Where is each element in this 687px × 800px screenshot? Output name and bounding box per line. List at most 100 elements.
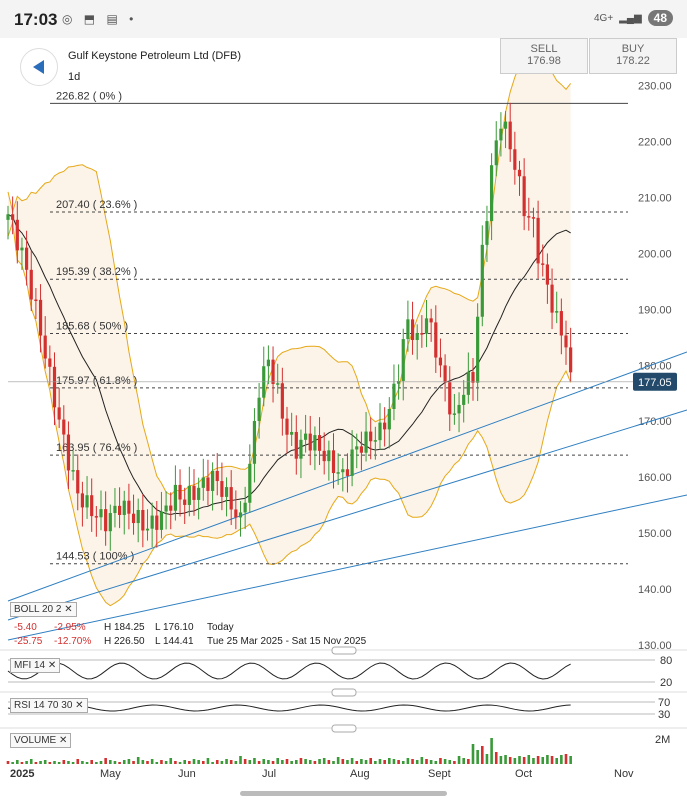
candle-body	[159, 511, 164, 530]
x-tick-label: Oct	[515, 768, 532, 780]
volume-bar	[462, 758, 465, 764]
close-icon[interactable]: ✕	[59, 735, 68, 746]
candle-body	[243, 502, 247, 513]
candle-body	[331, 450, 336, 474]
candle	[304, 414, 308, 453]
rsi-indicator-tag[interactable]: RSI 14 70 30 ✕	[10, 698, 88, 713]
volume-bar	[527, 755, 531, 764]
candle	[131, 494, 136, 535]
boll-name: BOLL	[14, 604, 40, 615]
candle	[327, 440, 331, 481]
candle	[438, 338, 443, 378]
volume-bar	[383, 760, 386, 764]
volume-bar	[141, 760, 145, 764]
volume-bar	[48, 762, 52, 764]
candle	[127, 483, 131, 530]
volume-bar	[57, 762, 61, 764]
volume-bar	[508, 757, 512, 764]
high-value: H 184.25	[104, 622, 145, 633]
candle	[150, 502, 154, 548]
volume-bar	[374, 761, 377, 764]
volume-bar	[20, 762, 24, 764]
candle-body	[527, 216, 531, 218]
candle	[392, 364, 396, 421]
volume-bar	[378, 759, 382, 764]
candle	[545, 253, 549, 304]
y-tick-label: 130.00	[638, 640, 672, 652]
boll-band-fill	[8, 49, 571, 606]
volume-bar	[467, 759, 470, 764]
candle	[336, 453, 340, 485]
candle	[285, 406, 289, 454]
candle	[383, 407, 387, 447]
close-icon[interactable]: ✕	[75, 700, 84, 711]
candle-body	[211, 470, 215, 491]
status-bar: 17:03 ◎ ⬒ ▤ • 4G+ ▂▄▆ 48	[0, 0, 687, 38]
volume-bar	[369, 758, 372, 764]
volume-bar	[406, 758, 410, 764]
candle	[238, 501, 243, 537]
low2-value: L 144.41	[155, 636, 194, 647]
candle-body	[373, 440, 377, 442]
boll-indicator-tag[interactable]: BOLL 20 2 ✕	[10, 602, 77, 617]
x-tick-label: Nov	[614, 768, 634, 780]
candle-body	[559, 311, 563, 336]
candle	[341, 458, 345, 492]
volume-bar	[541, 757, 545, 764]
x-tick-label: May	[100, 768, 121, 780]
volume-bar	[360, 759, 363, 764]
x-tick-label: Jul	[262, 768, 276, 780]
candle-body	[183, 499, 187, 505]
volume-bar	[425, 759, 428, 764]
candle	[480, 225, 484, 327]
volume-bar	[16, 760, 19, 764]
volume-bar	[104, 758, 107, 764]
back-arrow-icon	[33, 60, 44, 74]
timeframe-label[interactable]: 1d	[68, 71, 81, 83]
candle-body	[345, 469, 350, 476]
back-button[interactable]	[20, 48, 58, 86]
home-indicator[interactable]	[240, 791, 447, 796]
volume-bar	[81, 761, 84, 764]
candle	[271, 346, 275, 403]
candle	[257, 383, 261, 439]
candle	[118, 487, 122, 529]
candle-body	[48, 358, 52, 367]
volume-bar	[448, 760, 452, 764]
candle-body	[155, 515, 159, 530]
volume-bar	[411, 759, 414, 764]
candle	[266, 345, 270, 385]
candle-body	[280, 383, 284, 419]
volume-bar	[299, 758, 303, 764]
pane-resize-handle	[331, 646, 357, 655]
candle-body	[104, 509, 108, 532]
candle	[155, 501, 159, 548]
candle-body	[220, 481, 224, 497]
candle-body	[257, 397, 261, 421]
candle	[243, 486, 247, 530]
volume-bar	[174, 761, 177, 764]
close-icon[interactable]: ✕	[64, 604, 73, 615]
candle-body	[90, 495, 94, 517]
candle-body	[355, 446, 359, 450]
sell-label: SELL	[530, 43, 558, 55]
candle	[457, 392, 461, 433]
candle-body	[178, 484, 182, 500]
volume-bar	[257, 761, 261, 764]
buy-button[interactable]: BUY 178.22	[589, 38, 677, 74]
close-icon[interactable]: ✕	[47, 660, 57, 671]
candle	[11, 196, 15, 235]
candle-body	[113, 505, 117, 514]
candle-body	[6, 214, 10, 220]
volume-indicator-tag[interactable]: VOLUME ✕	[10, 733, 72, 748]
sell-button[interactable]: SELL 176.98	[500, 38, 588, 74]
current-price-value: 177.05	[638, 377, 672, 389]
candle	[6, 205, 10, 240]
candle	[541, 244, 545, 277]
candle-body	[494, 140, 498, 166]
volume-bar	[518, 756, 521, 764]
candle	[531, 207, 536, 238]
mfi-indicator-tag[interactable]: MFI 14 ✕	[10, 658, 61, 673]
candle	[197, 477, 201, 520]
